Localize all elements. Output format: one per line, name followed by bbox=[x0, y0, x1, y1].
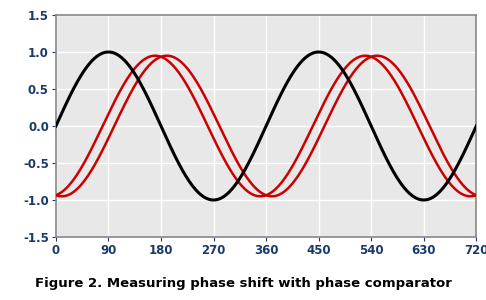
Text: Figure 2. Measuring phase shift with phase comparator: Figure 2. Measuring phase shift with pha… bbox=[35, 277, 451, 290]
